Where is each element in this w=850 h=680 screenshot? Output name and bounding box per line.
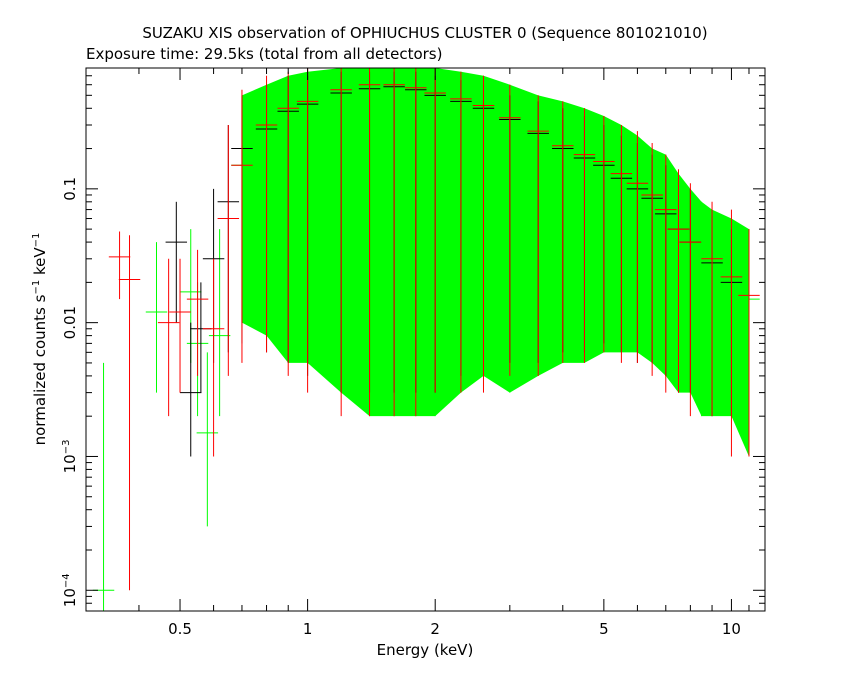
x-axis-label: Energy (keV): [377, 641, 474, 659]
y-axis-label: normalized counts s−1 keV−1: [31, 233, 49, 446]
plot-area: [92, 68, 760, 611]
x-tick-label: 10: [722, 620, 741, 638]
green-band: [241, 68, 749, 457]
red-data-point: [450, 71, 472, 393]
red-data-point: [217, 124, 240, 376]
red-data-point: [610, 124, 633, 363]
red-data-point: [330, 68, 352, 417]
red-data-point: [383, 68, 405, 417]
x-axis: 0.5 1 2 5 10: [85, 68, 766, 638]
red-data-point: [157, 258, 180, 417]
red-data-point: [527, 95, 549, 376]
green-data-point: [208, 229, 231, 417]
y-tick-label: 0.01: [61, 306, 79, 339]
black-data-point: [180, 322, 202, 457]
green-band-fill: [241, 68, 749, 457]
chart-title: SUZAKU XIS observation of OPHIUCHUS CLUS…: [142, 24, 707, 42]
red-data-point: [231, 89, 253, 363]
y-tick-label: 10−4: [61, 573, 79, 607]
x-tick-label: 0.5: [168, 620, 192, 638]
red-data-point: [552, 101, 574, 363]
x-tick-label: 5: [599, 620, 609, 638]
red-data-point: [405, 68, 427, 417]
red-data-point: [655, 154, 677, 393]
y-axis: 0.1 0.01 10−3 10−4: [61, 67, 765, 612]
red-data-point: [255, 75, 278, 353]
red-data-point: [641, 143, 663, 376]
red-data-point: [472, 75, 495, 393]
y-axis-label-exp2: −1: [31, 233, 42, 248]
data-marks: [92, 68, 760, 611]
y-axis-label-text: normalized counts s: [31, 294, 49, 445]
red-data-point: [424, 68, 446, 393]
red-data-point: [738, 229, 760, 457]
red-data-point: [358, 68, 381, 417]
red-data-point: [108, 231, 131, 300]
red-data-point: [169, 258, 191, 393]
red-data-point: [593, 116, 615, 353]
plot-frame: [85, 67, 766, 612]
y-axis-label-unit: keV: [31, 247, 49, 280]
red-data-point: [626, 131, 649, 363]
green-data-point: [145, 242, 168, 393]
red-data-point: [573, 108, 596, 363]
red-data-point: [277, 71, 299, 376]
green-data-point: [196, 352, 219, 527]
chart-subtitle: Exposure time: 29.5ks (total from all de…: [86, 45, 442, 63]
x-tick-label: 2: [430, 620, 440, 638]
red-data-point: [296, 68, 319, 393]
red-data-point: [679, 183, 702, 417]
red-data-point: [202, 258, 225, 457]
black-data-point: [165, 201, 188, 323]
red-data-point: [186, 249, 209, 376]
red-data-point: [667, 169, 690, 393]
red-data-point: [720, 209, 743, 457]
y-axis-label-exp1: −1: [31, 280, 42, 295]
red-data-point: [118, 235, 141, 591]
y-tick-label: 10−3: [61, 440, 79, 474]
y-tick-label: 0.1: [61, 177, 79, 201]
green-data-point: [92, 362, 115, 611]
red-data-point: [701, 201, 723, 417]
red-data-point: [499, 84, 521, 376]
x-tick-label: 1: [303, 620, 313, 638]
